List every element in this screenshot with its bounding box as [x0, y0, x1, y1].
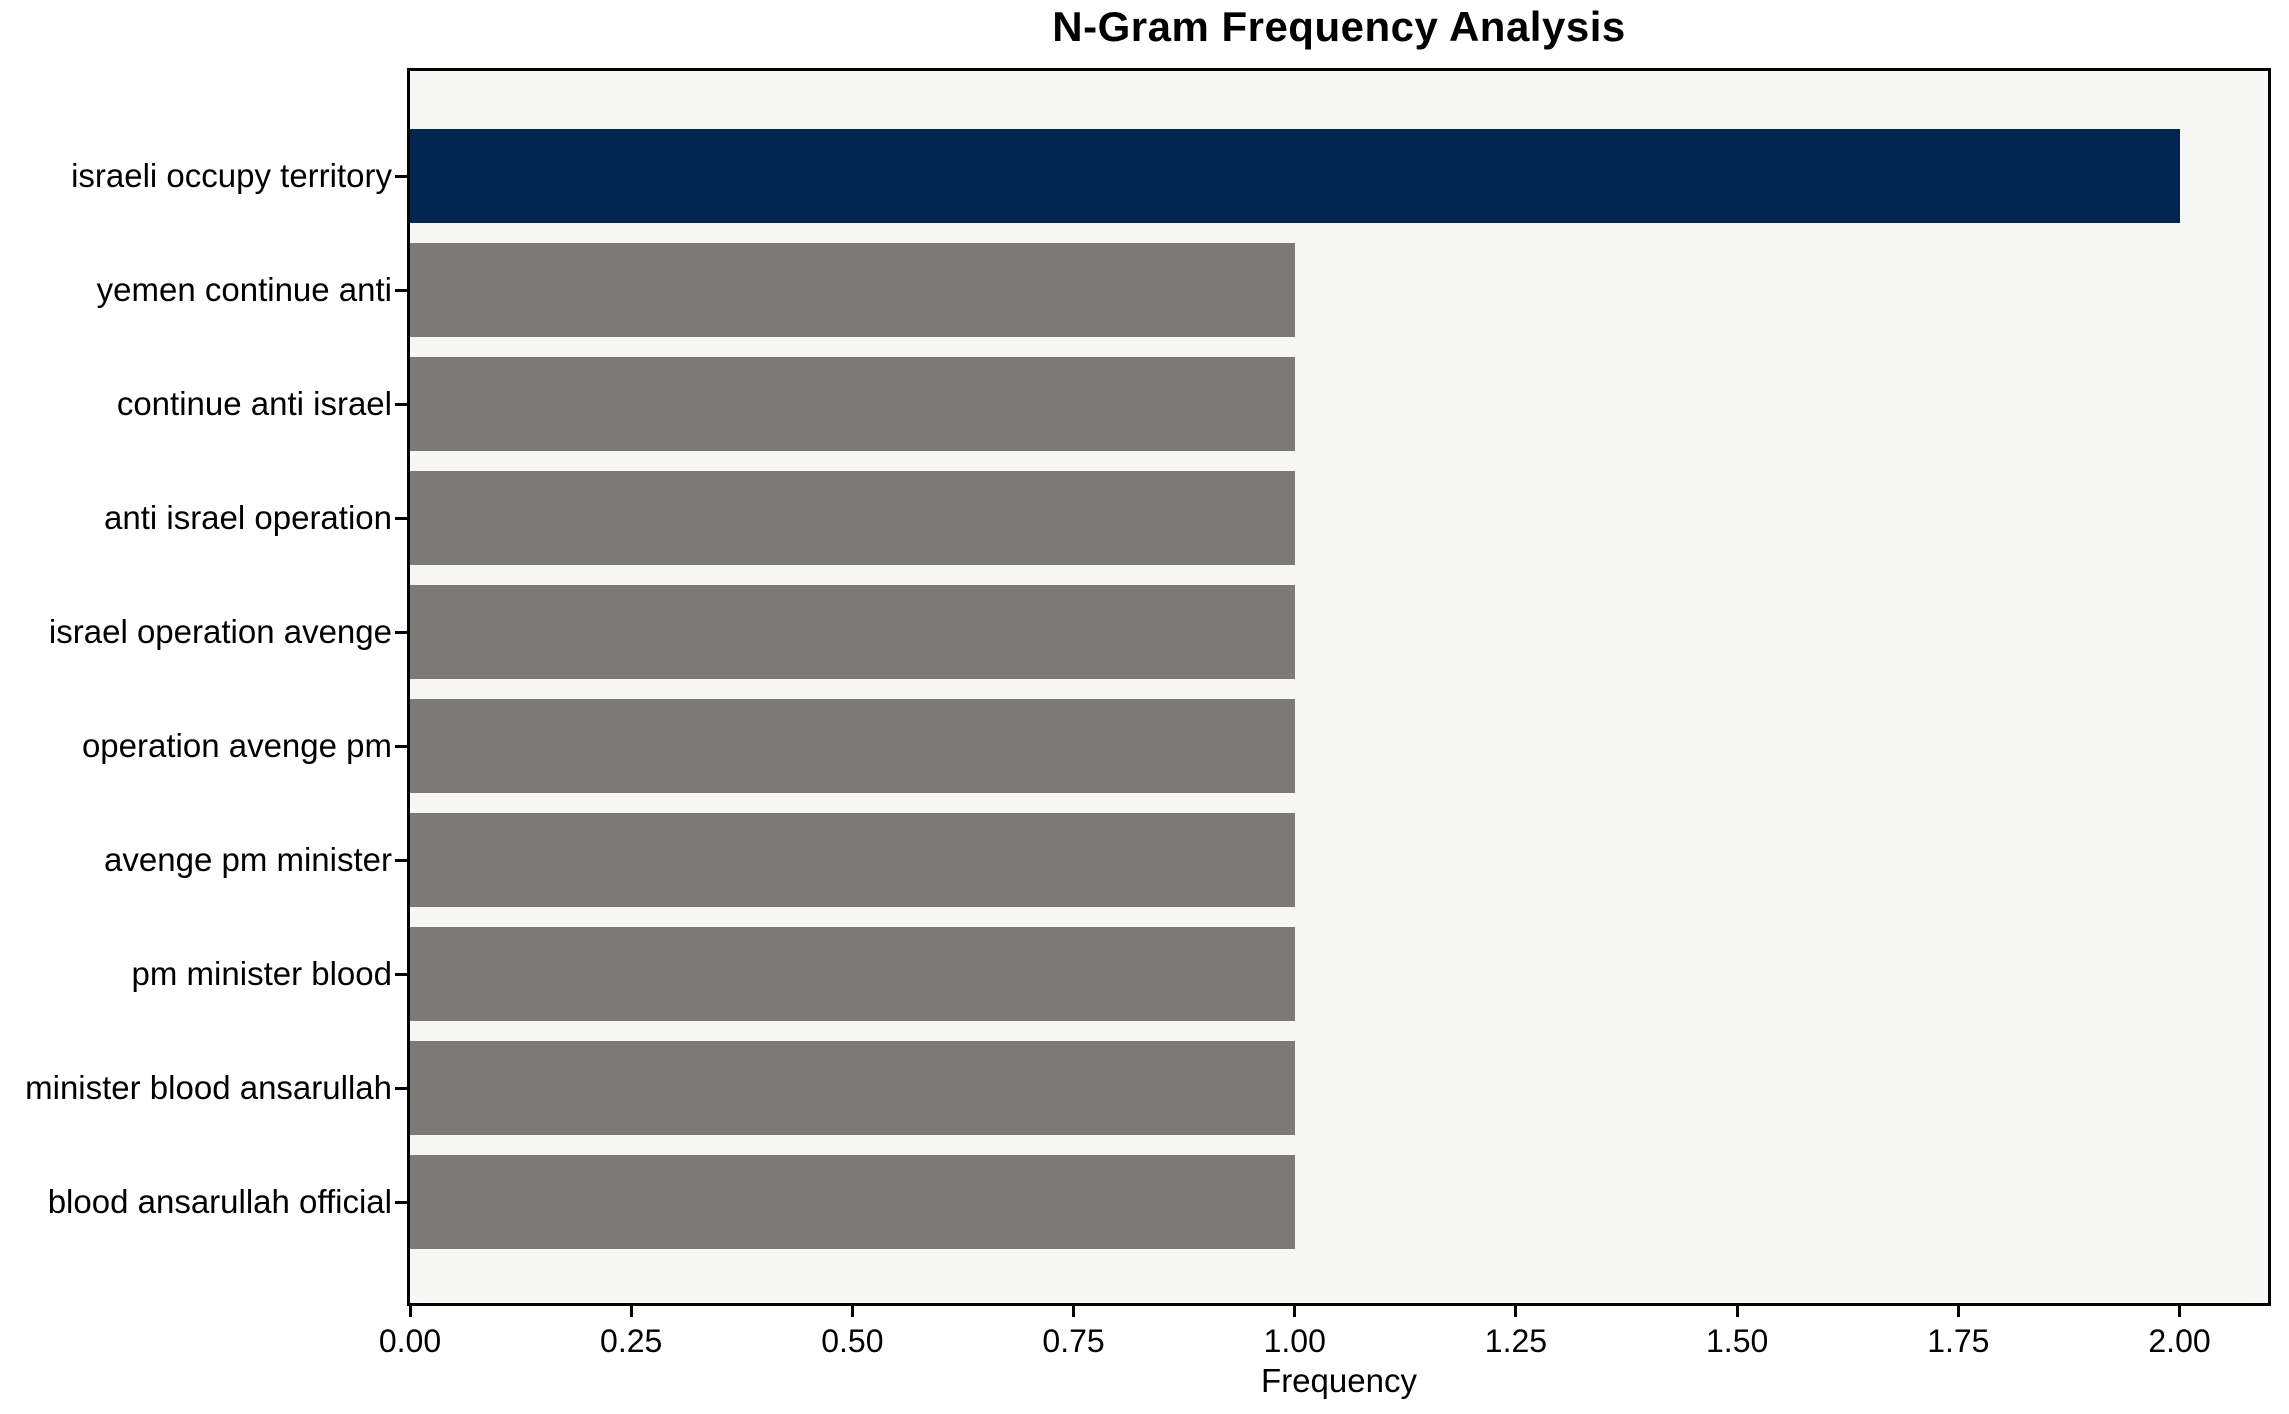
- bar-yemen-continue-anti: [410, 243, 1295, 337]
- y-tick-label: continue anti israel: [116, 385, 392, 422]
- bar-avenge-pm-minister: [410, 813, 1295, 907]
- y-tick-mark: [395, 174, 407, 178]
- x-tick-mark: [408, 1306, 412, 1317]
- y-tick-mark: [395, 402, 407, 406]
- y-tick-label: anti israel operation: [103, 499, 392, 536]
- y-tick-mark: [395, 288, 407, 292]
- x-tick-label: 1.75: [1927, 1323, 1990, 1359]
- y-tick-label: israeli occupy territory: [71, 157, 392, 194]
- x-tick-mark: [629, 1306, 633, 1317]
- x-tick-label: 0.00: [378, 1323, 442, 1359]
- y-tick-label: operation avenge pm: [81, 727, 392, 764]
- x-tick-mark: [2178, 1306, 2182, 1317]
- x-tick-label: 0.50: [821, 1323, 884, 1359]
- y-tick-label: minister blood ansarullah: [25, 1069, 392, 1106]
- bar-anti-israel-operation: [410, 471, 1295, 565]
- plot-area: [407, 68, 2271, 1306]
- bar-pm-minister-blood: [410, 927, 1295, 1021]
- x-axis-label: Frequency: [1261, 1362, 1417, 1399]
- x-tick-label: 2.00: [2148, 1323, 2211, 1359]
- x-tick-label: 1.00: [1263, 1323, 1326, 1359]
- x-tick-mark: [850, 1306, 854, 1317]
- y-tick-mark: [395, 1086, 407, 1090]
- x-tick-mark: [1514, 1306, 1518, 1317]
- y-tick-label: yemen continue anti: [96, 271, 392, 308]
- bar-blood-ansarullah-official: [410, 1155, 1295, 1249]
- x-tick-label: 1.25: [1484, 1323, 1548, 1359]
- x-tick-mark: [1956, 1306, 1960, 1317]
- x-tick-label: 1.50: [1706, 1323, 1769, 1359]
- chart-title: N-Gram Frequency Analysis: [1052, 3, 1626, 50]
- y-tick-mark: [395, 858, 407, 862]
- x-tick-mark: [1293, 1306, 1297, 1317]
- x-tick-mark: [1735, 1306, 1739, 1317]
- x-tick-label: 0.75: [1042, 1323, 1105, 1359]
- y-tick-mark: [395, 1200, 407, 1204]
- y-tick-label: avenge pm minister: [104, 841, 392, 878]
- x-tick-label: 0.25: [600, 1323, 663, 1359]
- bar-minister-blood-ansarullah: [410, 1041, 1295, 1135]
- bar-israel-operation-avenge: [410, 585, 1295, 679]
- y-tick-mark: [395, 516, 407, 520]
- bar-continue-anti-israel: [410, 357, 1295, 451]
- y-tick-label: israel operation avenge: [48, 613, 392, 650]
- y-tick-mark: [395, 744, 407, 748]
- y-tick-mark: [395, 972, 407, 976]
- bar-israeli-occupy-territory: [410, 129, 2180, 223]
- y-tick-label: pm minister blood: [131, 955, 392, 992]
- y-tick-mark: [395, 630, 407, 634]
- x-tick-mark: [1072, 1306, 1076, 1317]
- bar-operation-avenge-pm: [410, 699, 1295, 793]
- y-tick-label: blood ansarullah official: [47, 1183, 392, 1220]
